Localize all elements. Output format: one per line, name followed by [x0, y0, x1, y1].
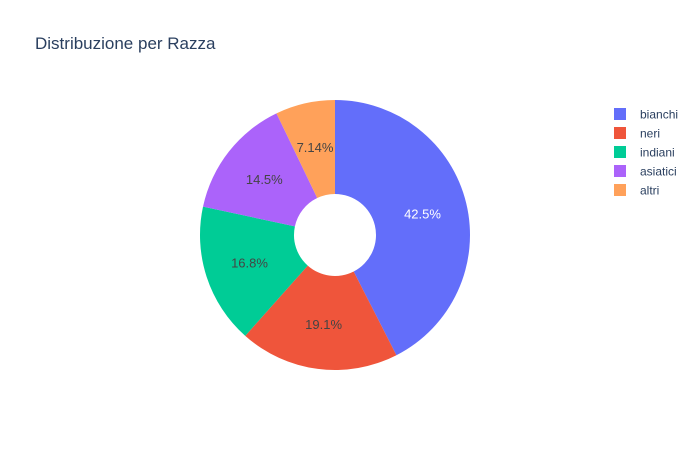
legend-label-indiani: indiani — [640, 146, 675, 160]
legend-item-asiatici[interactable]: asiatici — [614, 165, 677, 179]
slice-labels-group: 42.5% 19.1% 16.8% 14.5% 7.14% — [231, 140, 441, 332]
slice-altri[interactable] — [276, 100, 335, 199]
slices-group — [200, 100, 470, 371]
legend-item-bianchi[interactable]: bianchi — [614, 108, 678, 122]
slice-label-neri: 19.1% — [305, 317, 342, 332]
legend: bianchi neri indiani asiatici altri — [614, 108, 678, 198]
legend-item-indiani[interactable]: indiani — [614, 146, 675, 160]
legend-label-asiatici: asiatici — [640, 165, 677, 179]
legend-item-neri[interactable]: neri — [614, 127, 660, 141]
legend-swatch-bianchi — [614, 108, 626, 120]
legend-label-neri: neri — [640, 127, 660, 141]
legend-label-bianchi: bianchi — [640, 108, 678, 122]
legend-item-altri[interactable]: altri — [614, 184, 659, 198]
slice-label-bianchi: 42.5% — [404, 206, 441, 221]
slice-neri[interactable] — [245, 265, 397, 371]
chart-title: Distribuzione per Razza — [35, 34, 216, 53]
slice-asiatici[interactable] — [203, 113, 318, 227]
legend-swatch-neri — [614, 127, 626, 139]
legend-swatch-altri — [614, 184, 626, 196]
legend-swatch-indiani — [614, 146, 626, 158]
slice-label-asiatici: 14.5% — [246, 172, 283, 187]
slice-label-indiani: 16.8% — [231, 256, 268, 271]
slice-bianchi[interactable] — [335, 100, 470, 356]
slice-indiani[interactable] — [200, 206, 308, 336]
legend-swatch-asiatici — [614, 165, 626, 177]
slice-label-altri: 7.14% — [297, 140, 334, 155]
legend-label-altri: altri — [640, 184, 659, 198]
